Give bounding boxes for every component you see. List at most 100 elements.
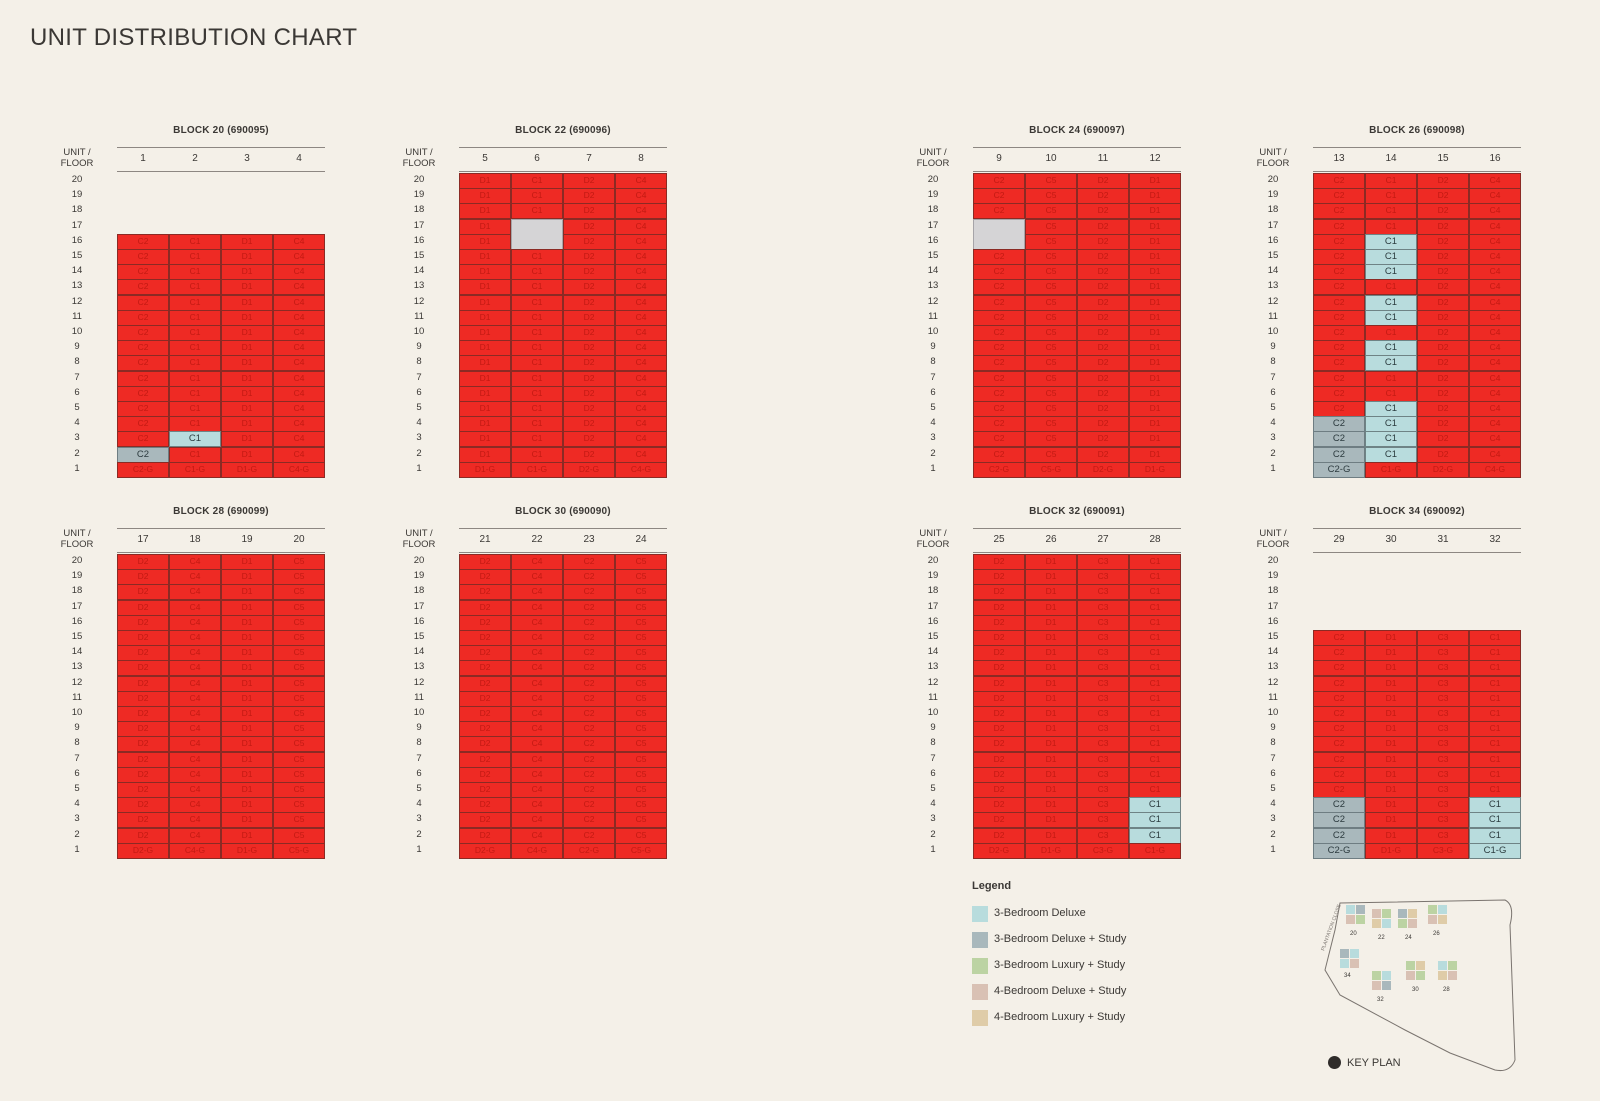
- floor-number: 8: [1270, 737, 1276, 749]
- unit-cell: C4: [169, 599, 221, 616]
- unit-cell: C1: [1129, 645, 1181, 662]
- floor-number: 6: [74, 386, 80, 398]
- floor-number: 8: [74, 356, 80, 368]
- unit-cell: C4: [511, 827, 563, 844]
- unit-cell: D2: [1077, 446, 1129, 463]
- floor-number: 19: [71, 189, 83, 201]
- floor-number: 1: [416, 843, 422, 855]
- legend-swatch: [972, 984, 988, 1000]
- unit-cell: C4: [273, 233, 325, 250]
- unit-cell: C1: [1365, 355, 1417, 372]
- unit-cell: C4: [1469, 416, 1521, 433]
- unit-cell: C2: [1313, 706, 1365, 722]
- unit-column-label: 23: [583, 534, 595, 545]
- unit-cell: C2: [563, 569, 615, 586]
- unit-cell: C4: [273, 446, 325, 463]
- header-rule: [117, 552, 325, 553]
- unit-cell: C4: [273, 249, 325, 265]
- unit-cell: D1-G: [1365, 842, 1417, 859]
- unit-cell: D2: [1077, 279, 1129, 296]
- floor-number: 12: [927, 295, 939, 307]
- floor-number: 14: [71, 646, 83, 658]
- unit-cell: C5: [615, 736, 667, 753]
- unit-cell: C4: [273, 279, 325, 296]
- unit-cell: C1: [1129, 721, 1181, 738]
- floor-number: 14: [1267, 646, 1279, 658]
- unit-cell: C5: [1025, 416, 1077, 433]
- unit-cell: D2: [973, 584, 1025, 601]
- unit-cell: C3: [1417, 812, 1469, 829]
- key-plan-label: 24: [1405, 935, 1412, 941]
- unit-cell: C4: [511, 630, 563, 646]
- unit-column-label: 1: [140, 153, 146, 164]
- unit-cell: C4: [1469, 340, 1521, 357]
- unit-cell: C3: [1077, 706, 1129, 722]
- unit-cell: C5: [615, 706, 667, 722]
- unit-cell: C1: [1129, 675, 1181, 692]
- unit-cell: C5: [615, 827, 667, 844]
- unit-cell: C4-G: [615, 461, 667, 478]
- unit-cell: D2: [563, 173, 615, 189]
- unit-cell: C5: [273, 797, 325, 814]
- unit-cell: D2: [563, 446, 615, 463]
- unit-cell: C2: [1313, 446, 1365, 463]
- unit-cell: C1: [1365, 279, 1417, 296]
- unit-cell: D1-G: [221, 842, 273, 859]
- unit-cell: D1: [221, 416, 273, 433]
- unit-cell: C1: [1365, 188, 1417, 205]
- unit-cell: C2: [563, 630, 615, 646]
- unit-cell: C1: [1469, 812, 1521, 829]
- unit-cell: C2: [117, 325, 169, 341]
- unit-cell: D1: [221, 431, 273, 448]
- floor-number: 10: [1267, 326, 1279, 337]
- block-title: BLOCK 28 (690099): [173, 506, 269, 517]
- unit-cell: C1: [169, 370, 221, 387]
- unit-cell: D2: [973, 736, 1025, 753]
- unit-cell: D2: [973, 751, 1025, 768]
- unit-cell: C1: [169, 279, 221, 296]
- unit-cell: C1: [1129, 630, 1181, 646]
- unit-cell: C1: [169, 385, 221, 402]
- legend-swatch: [972, 958, 988, 974]
- unit-cell: C5-G: [273, 842, 325, 859]
- floor-number: 4: [930, 417, 936, 429]
- unit-cell: D1: [1365, 721, 1417, 738]
- unit-cell: D1: [221, 294, 273, 311]
- unit-cell: D2: [117, 569, 169, 586]
- unit-label: UNIT /: [405, 528, 433, 539]
- unit-cell: C4: [169, 630, 221, 646]
- unit-cell: C1: [511, 401, 563, 417]
- floor-number: 19: [1267, 189, 1279, 201]
- floor-number: 8: [1270, 356, 1276, 368]
- unit-cell: C4-G: [511, 842, 563, 859]
- floor-number: 12: [71, 295, 83, 307]
- floor-number: 4: [1270, 417, 1276, 429]
- unit-cell: C1: [1469, 675, 1521, 692]
- floor-number: 8: [930, 356, 936, 368]
- unit-cell: D1: [221, 645, 273, 662]
- unit-cell: D2: [117, 751, 169, 768]
- unit-cell: C4: [1469, 309, 1521, 326]
- unit-cell: D1: [221, 401, 273, 417]
- unit-cell: C5: [273, 721, 325, 738]
- floor-number: 3: [930, 813, 936, 825]
- unit-cell: D2: [117, 645, 169, 662]
- unit-cell: C1: [169, 446, 221, 463]
- floor-number: 4: [74, 417, 80, 429]
- unit-cell: C4: [511, 721, 563, 738]
- unit-cell: C2: [117, 431, 169, 448]
- unit-cell: D2-G: [1077, 461, 1129, 478]
- unit-cell: C2: [1313, 218, 1365, 235]
- unit-cell: C2: [1313, 630, 1365, 646]
- unit-cell: C2: [973, 279, 1025, 296]
- floor-number: 3: [74, 432, 80, 444]
- unit-cell: C4: [1469, 370, 1521, 387]
- unit-cell: C2-G: [1313, 461, 1365, 478]
- unit-cell: D2-G: [563, 461, 615, 478]
- unit-cell: D1: [459, 188, 511, 205]
- unit-cell: C1: [511, 294, 563, 311]
- unit-cell: D1: [1025, 797, 1077, 814]
- unit-cell: C4: [169, 812, 221, 829]
- unit-cell: C5: [1025, 340, 1077, 357]
- floor-number: 1: [930, 462, 936, 474]
